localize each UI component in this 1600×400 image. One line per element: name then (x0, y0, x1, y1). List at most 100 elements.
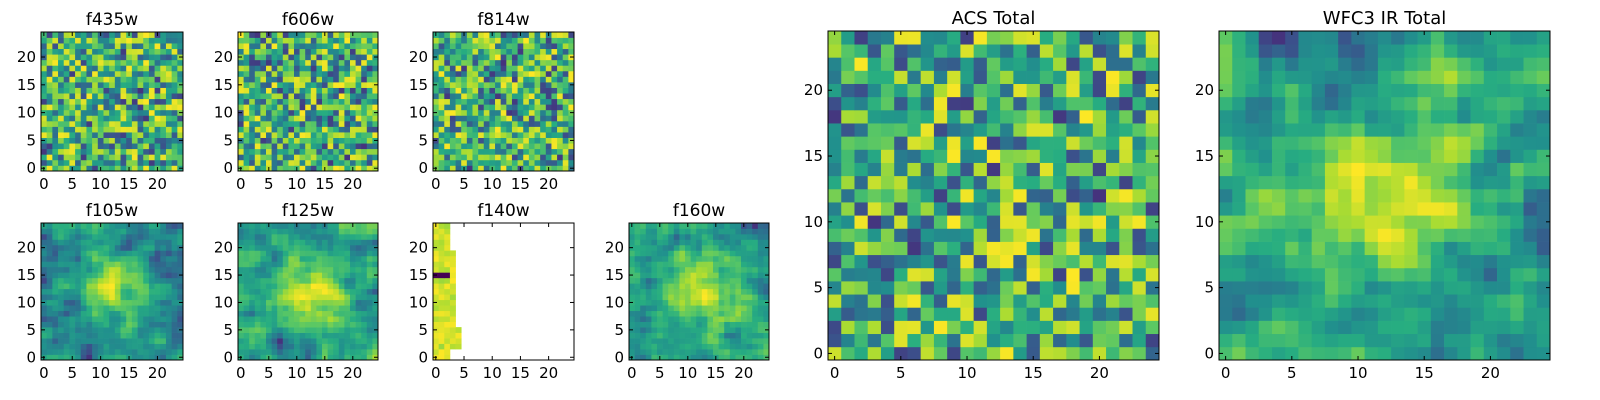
heatmap-cell (361, 148, 368, 155)
heatmap-cell (444, 349, 451, 355)
heatmap-cell (80, 148, 87, 155)
heatmap-cell (500, 93, 507, 100)
heatmap-cell (92, 159, 99, 166)
heatmap-cell (724, 250, 731, 257)
heatmap-cell (338, 299, 345, 306)
heatmap-cell (640, 250, 647, 257)
heatmap-cell (1457, 241, 1471, 256)
heatmap-cell (266, 349, 272, 355)
heatmap-cell (729, 338, 736, 344)
heatmap-cell (160, 132, 167, 138)
heatmap-cell (114, 244, 121, 251)
heatmap-cell (366, 54, 373, 61)
heatmap-cell (1000, 149, 1014, 163)
heatmap-cell (673, 266, 680, 273)
heatmap-cell (466, 43, 473, 50)
heatmap-cell (165, 59, 172, 66)
heatmap-cell (690, 343, 697, 350)
heatmap-cell (322, 305, 328, 312)
heatmap-cell (126, 154, 133, 161)
y-tick-label: 15 (17, 76, 36, 94)
heatmap-cell (75, 277, 82, 284)
heatmap-cell (316, 98, 323, 105)
heatmap-cell (746, 338, 753, 344)
heatmap-cell (1430, 281, 1445, 295)
heatmap-cell (305, 255, 312, 262)
heatmap-cell (282, 250, 289, 257)
heatmap-cell (350, 82, 356, 88)
heatmap-cell (305, 233, 312, 240)
heatmap-cell (1145, 31, 1160, 45)
heatmap-cell (933, 188, 948, 203)
heatmap-cell (316, 115, 323, 122)
heatmap-cell (828, 149, 842, 163)
heatmap-cell (557, 48, 564, 55)
heatmap-cell (327, 299, 334, 306)
heatmap-cell (466, 54, 473, 61)
heatmap-cell (282, 294, 289, 301)
heatmap-cell (1364, 254, 1379, 269)
heatmap-cell (696, 321, 703, 328)
heatmap-cell (1013, 202, 1027, 216)
heatmap-cell (338, 109, 345, 116)
heatmap-cell (114, 93, 121, 100)
heatmap-cell (299, 59, 306, 66)
heatmap-cell (551, 143, 558, 150)
heatmap-cell (103, 137, 110, 144)
heatmap-cell (1285, 307, 1299, 321)
heatmap-cell (841, 267, 855, 282)
heatmap-cell (511, 104, 518, 111)
heatmap-cell (557, 54, 564, 61)
heatmap-cell (438, 48, 445, 55)
heatmap-cell (1457, 320, 1471, 335)
heatmap-cell (333, 223, 340, 229)
heatmap-cell (277, 109, 284, 116)
heatmap-cell (511, 132, 518, 138)
heatmap-cell (120, 316, 127, 322)
heatmap-cell (511, 109, 518, 116)
heatmap-cell (713, 327, 719, 333)
heatmap-cell (551, 82, 558, 88)
heatmap-cell (109, 82, 116, 88)
heatmap-cell (249, 143, 256, 150)
heatmap-cell (254, 244, 261, 251)
heatmap-cell (461, 82, 468, 88)
heatmap-cell (299, 305, 306, 312)
heatmap-cell (350, 255, 356, 262)
heatmap-cell (763, 310, 770, 317)
heatmap-cell (271, 250, 278, 257)
heatmap-cell (137, 305, 144, 312)
heatmap-cell (243, 266, 250, 273)
heatmap-cell (1066, 346, 1080, 361)
heatmap-cell (461, 87, 468, 94)
heatmap-cell (433, 233, 439, 240)
heatmap-cell (126, 228, 133, 235)
heatmap-cell (867, 149, 882, 163)
y-tick-label: 0 (26, 348, 36, 366)
heatmap-cell (350, 137, 356, 144)
heatmap-cell (679, 316, 686, 322)
heatmap-cell (449, 327, 456, 333)
heatmap-cell (1119, 320, 1133, 335)
heatmap-cell (894, 215, 908, 229)
y-tick-label: 0 (614, 348, 624, 366)
heatmap-cell (355, 349, 362, 355)
heatmap-cell (828, 188, 842, 203)
heatmap-cell (947, 228, 961, 242)
heatmap-cell (662, 283, 669, 290)
heatmap-cell (1039, 123, 1054, 137)
heatmap-cell (854, 123, 869, 137)
heatmap-cell (1523, 254, 1538, 269)
heatmap-cell (75, 294, 82, 301)
heatmap-cell (103, 76, 110, 83)
heatmap-cell (271, 277, 278, 284)
heatmap-cell (316, 65, 323, 72)
heatmap-cell (355, 143, 362, 150)
heatmap-cell (103, 255, 110, 262)
heatmap-cell (75, 48, 82, 55)
heatmap-cell (131, 65, 138, 72)
heatmap-cell (763, 294, 770, 301)
heatmap-cell (361, 159, 368, 166)
heatmap-cell (540, 82, 547, 88)
heatmap-cell (489, 43, 496, 50)
